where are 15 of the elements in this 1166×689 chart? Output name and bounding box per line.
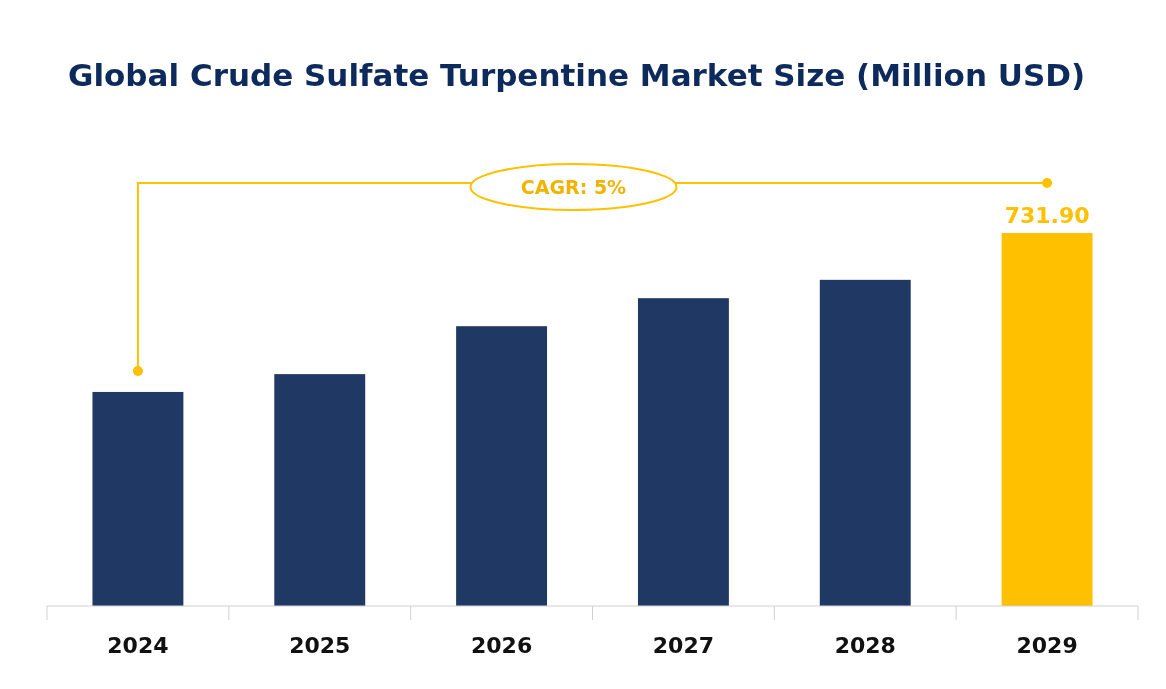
data-label: 731.90 (1004, 203, 1090, 228)
x-tick-label: 2026 (470, 633, 533, 658)
bar (274, 374, 366, 606)
bar (819, 279, 911, 606)
chart-title: Global Crude Sulfate Turpentine Market Size (Million USD) (68, 57, 1086, 93)
bar (1001, 233, 1093, 606)
x-tick-label: 2029 (1016, 633, 1078, 658)
x-tick-label: 2024 (107, 633, 169, 658)
x-tick-label: 2025 (289, 633, 351, 658)
bar (92, 391, 184, 606)
bar (456, 326, 548, 606)
bar (637, 298, 729, 606)
x-tick-label: 2028 (834, 633, 896, 658)
text: CAGR: 5% (520, 176, 627, 198)
x-tick-label: 2027 (652, 633, 715, 658)
